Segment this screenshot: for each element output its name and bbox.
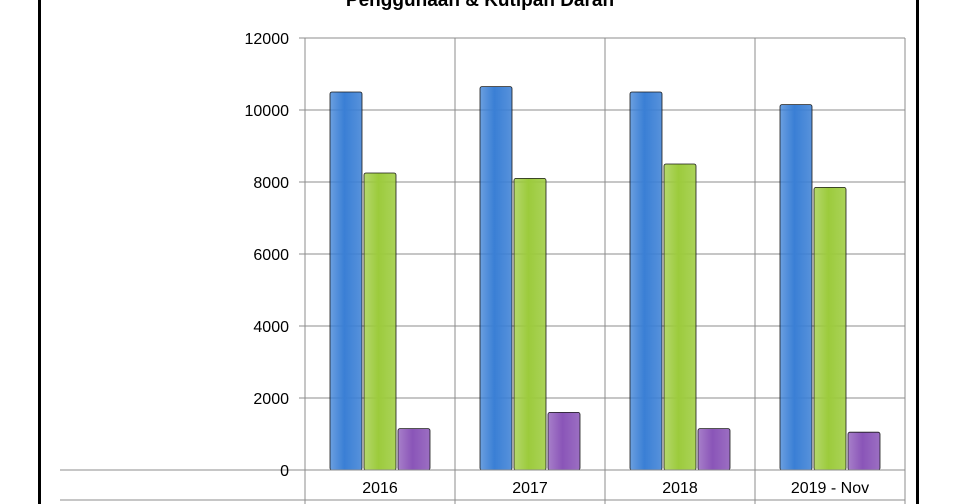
frame-border-left: [38, 0, 41, 504]
y-tick-label-12000: 12000: [245, 31, 290, 48]
x-tick-label-0: 2016: [362, 480, 398, 497]
bar-2017-s3: [547, 411, 581, 471]
y-tick-label-6000: 6000: [253, 247, 289, 264]
bar-2016-s2: [363, 172, 397, 471]
axis-layer: [60, 37, 906, 504]
frame-border-right: [916, 0, 919, 504]
bar-2019-Nov-s2: [813, 186, 847, 471]
bar-2018-s1: [629, 91, 663, 471]
y-tick-label-10000: 10000: [245, 103, 290, 120]
bar-2018-s3: [697, 428, 731, 471]
y-tick-label-8000: 8000: [253, 175, 289, 192]
x-tick-label-1: 2017: [512, 480, 548, 497]
bar-2019-Nov-s3: [847, 431, 881, 471]
bar-2016-s3: [397, 428, 431, 471]
x-tick-label-3: 2019 - Nov: [791, 480, 869, 497]
bar-2019-Nov-s1: [779, 104, 813, 471]
y-tick-label-4000: 4000: [253, 319, 289, 336]
bar-2017-s1: [479, 86, 513, 471]
x-tick-label-2: 2018: [662, 480, 698, 497]
bar-2016-s1: [329, 91, 363, 471]
bar-2018-s2: [663, 163, 697, 471]
bar-2017-s2: [513, 177, 547, 471]
labels-layer: 0 2000 4000 6000 8000 10000 12000 2016 2017 2018 2…: [245, 31, 870, 497]
chart-title: Penggunaan & Kutipan Darah: [345, 0, 615, 11]
y-tick-label-0: 0: [280, 463, 289, 480]
y-tick-label-2000: 2000: [253, 391, 289, 408]
